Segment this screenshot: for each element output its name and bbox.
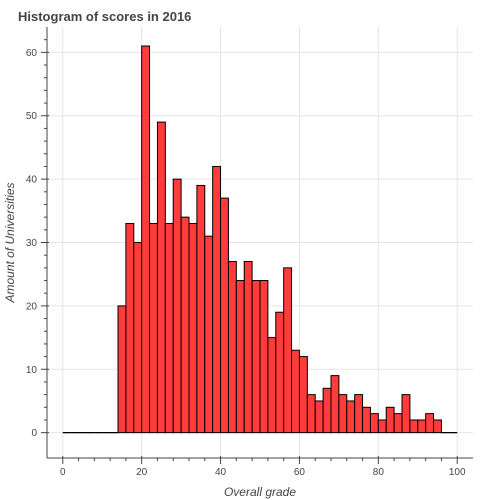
histogram-bar [275, 311, 285, 434]
histogram-bar [196, 184, 206, 434]
histogram-bar [314, 400, 324, 434]
histogram-bar [338, 394, 348, 434]
histogram-bar [180, 216, 190, 434]
y-tick-label: 20 [26, 301, 38, 312]
x-tick-label: 80 [373, 467, 385, 478]
histogram-bar [141, 45, 151, 434]
histogram-bar [172, 178, 182, 434]
chart-title: Histogram of scores in 2016 [18, 9, 192, 24]
histogram-bar [267, 337, 277, 434]
histogram-bar [291, 349, 300, 434]
histogram-bar [212, 165, 222, 434]
histogram-bar [377, 419, 387, 434]
histogram-bar [164, 222, 174, 434]
histogram-bar [385, 406, 395, 434]
y-tick-label: 40 [26, 175, 38, 186]
histogram-bar [330, 375, 340, 434]
histogram-bar [362, 406, 371, 434]
histogram-bar [306, 394, 316, 434]
histogram-bar [149, 222, 158, 434]
x-tick-label: 40 [215, 467, 227, 478]
histogram-bar [235, 280, 245, 434]
x-tick-label: 20 [136, 467, 148, 478]
histogram-bar [393, 413, 403, 434]
histogram-bar [401, 394, 411, 434]
histogram-bar [425, 413, 435, 434]
histogram-bar [369, 413, 379, 434]
histogram-bar [354, 394, 364, 434]
histogram-bar [117, 305, 127, 434]
y-tick-label: 10 [26, 365, 38, 376]
x-tick-label: 60 [294, 467, 306, 478]
histogram-bar [251, 280, 261, 434]
x-tick-label: 0 [60, 467, 66, 478]
histogram-bar [125, 222, 135, 434]
histogram-bar [433, 419, 442, 434]
histogram-bar [322, 387, 332, 434]
histogram-bar [259, 280, 269, 434]
histogram-bar [227, 261, 237, 434]
histogram-bar [346, 400, 356, 434]
histogram-bar [133, 242, 143, 434]
histogram-bar [409, 419, 419, 434]
histogram-bar [188, 222, 198, 434]
y-tick-label: 0 [31, 428, 37, 439]
axes: 0 20 40 60 80 100 0 10 20 30 40 50 60 [26, 27, 473, 478]
histogram-bar [220, 197, 229, 434]
bars [62, 45, 458, 434]
histogram-bar [417, 419, 427, 434]
histogram-bar [298, 356, 308, 434]
histogram-bar [204, 235, 214, 434]
histogram-bar [156, 121, 166, 434]
x-axis-label: Overall grade [224, 485, 296, 499]
y-axis-label: Amount of Universities [3, 182, 17, 303]
histogram-bar [243, 261, 253, 434]
y-tick-label: 50 [26, 111, 38, 122]
y-tick-label: 60 [26, 48, 38, 59]
y-tick-label: 30 [26, 238, 38, 249]
histogram-bar [283, 267, 293, 434]
x-tick-label: 100 [449, 467, 466, 478]
